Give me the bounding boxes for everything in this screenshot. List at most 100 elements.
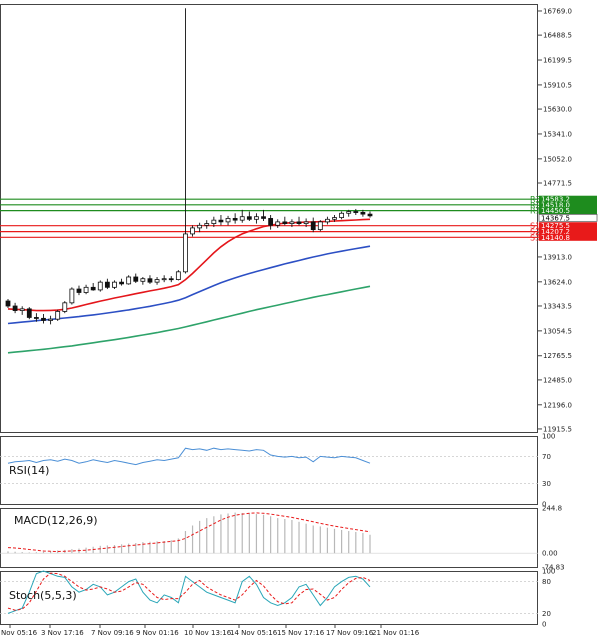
candle-up [97,281,103,291]
candle-up [346,211,352,214]
candle-down [246,216,252,220]
candle-up [325,218,330,223]
pane-frame-stoch [0,571,538,625]
candle-up [55,311,61,320]
rsi-axis-label: 30 [542,480,551,488]
candle-up [239,216,245,221]
candle-up [332,217,337,220]
price-axis-label: 11915.5 [543,425,572,433]
price-axis-label: 15052.0 [543,155,572,163]
candle-up [197,224,203,229]
pivot-price-tag [539,233,597,241]
candle-down [33,317,39,319]
macd-axis-label: 244.8 [542,505,562,513]
macd-signal-line [7,512,371,553]
candle-down [90,286,96,291]
time-axis-label: Nov 05:16 [1,629,38,637]
stoch-d-line [7,572,371,611]
pivot-price-tag [539,228,597,236]
candle-up [62,302,68,312]
pivot-label-r1: R1 [530,207,541,216]
candle-up [154,279,160,283]
candle-down [232,218,238,221]
pivot-price-value: 14140.8 [541,234,570,242]
candle-up [19,308,25,311]
rsi-axis-label: 70 [542,453,551,461]
pivot-label-r2: R2 [530,201,541,210]
time-axis-label: 9 Nov 01:16 [136,629,179,637]
candle-up [190,227,195,235]
pivot-price-tag [539,201,597,209]
candle-up [339,212,345,218]
price-axis-label: 14771.5 [543,179,572,187]
pivot-price-value: 14583.2 [541,196,570,204]
stoch-k-line [7,570,371,614]
price-axis-label: 13913.0 [543,253,572,261]
candle-down [310,221,316,231]
price-axis-label: 15630.0 [543,106,572,114]
candle-up [112,281,117,288]
candle-up [69,288,75,304]
candle-up [254,216,259,220]
stoch-axis-label: 80 [542,578,551,586]
ma-line-1 [7,218,371,312]
macd-axis-label: 0.00 [542,550,558,558]
stoch-axis-label: 0 [542,621,546,629]
pane-frame-rsi [0,436,538,505]
price-axis-label: 16488.5 [543,32,572,40]
stoch-axis-label: 100 [542,568,555,576]
time-axis-label: 10 Nov 13:16 [184,629,232,637]
rsi-axis-label: 0 [542,501,546,509]
candle-down [353,211,359,213]
pivot-price-tag [539,207,597,215]
candle-down [26,308,32,318]
time-axis-label: 14 Nov 05:16 [230,629,278,637]
candle-down [218,219,224,223]
rsi-line [7,447,371,466]
pivot-price-tag [539,222,597,230]
pivot-price-value: 14275.5 [541,222,570,230]
price-axis-label: 15910.5 [543,81,572,89]
pivot-price-value: 14450.5 [541,207,570,215]
candle-down [296,221,302,224]
candle-up [140,278,146,282]
candle-up [161,278,167,281]
ma-line-3 [7,285,371,354]
pane-frame-macd [0,508,538,568]
macd-axis-label: -74.83 [542,564,565,572]
rsi-axis-label: 100 [542,433,555,441]
candle-down [360,212,366,215]
candle-down [76,288,82,293]
ma-line-2 [7,245,371,325]
price-axis-label: 16199.5 [543,57,572,65]
current-price-value: 14367.5 [541,214,570,222]
price-axis-label: 13624.0 [543,278,572,286]
candle-up [275,221,281,226]
price-axis-label: 12765.5 [543,352,572,360]
candle-down [168,278,174,281]
price-axis-label: 13054.5 [543,327,572,335]
price-axis-label: 13343.5 [543,302,572,310]
candle-up [303,221,309,224]
macd-title: MACD(12,26,9) [14,514,98,527]
candle-down [41,317,46,321]
candle-down [119,281,124,285]
price-axis-label: 16769.0 [543,7,572,15]
stoch-axis-label: 20 [542,610,551,618]
candle-up [204,223,210,226]
pivot-label-s2: S2 [530,228,540,237]
candle-up [126,276,132,285]
candle-up [48,318,53,321]
candle-down [104,281,110,288]
stoch-title: Stoch(5,5,3) [9,589,77,602]
pivot-label-s1: S1 [530,222,540,231]
candle-down [12,305,18,311]
candle-up [317,221,323,231]
candle-down [282,221,288,224]
candle-down [367,213,373,217]
time-axis-label: 17 Nov 09:16 [326,629,374,637]
price-axis-label: 12196.0 [543,401,572,409]
pivot-price-value: 14518.0 [541,201,570,209]
